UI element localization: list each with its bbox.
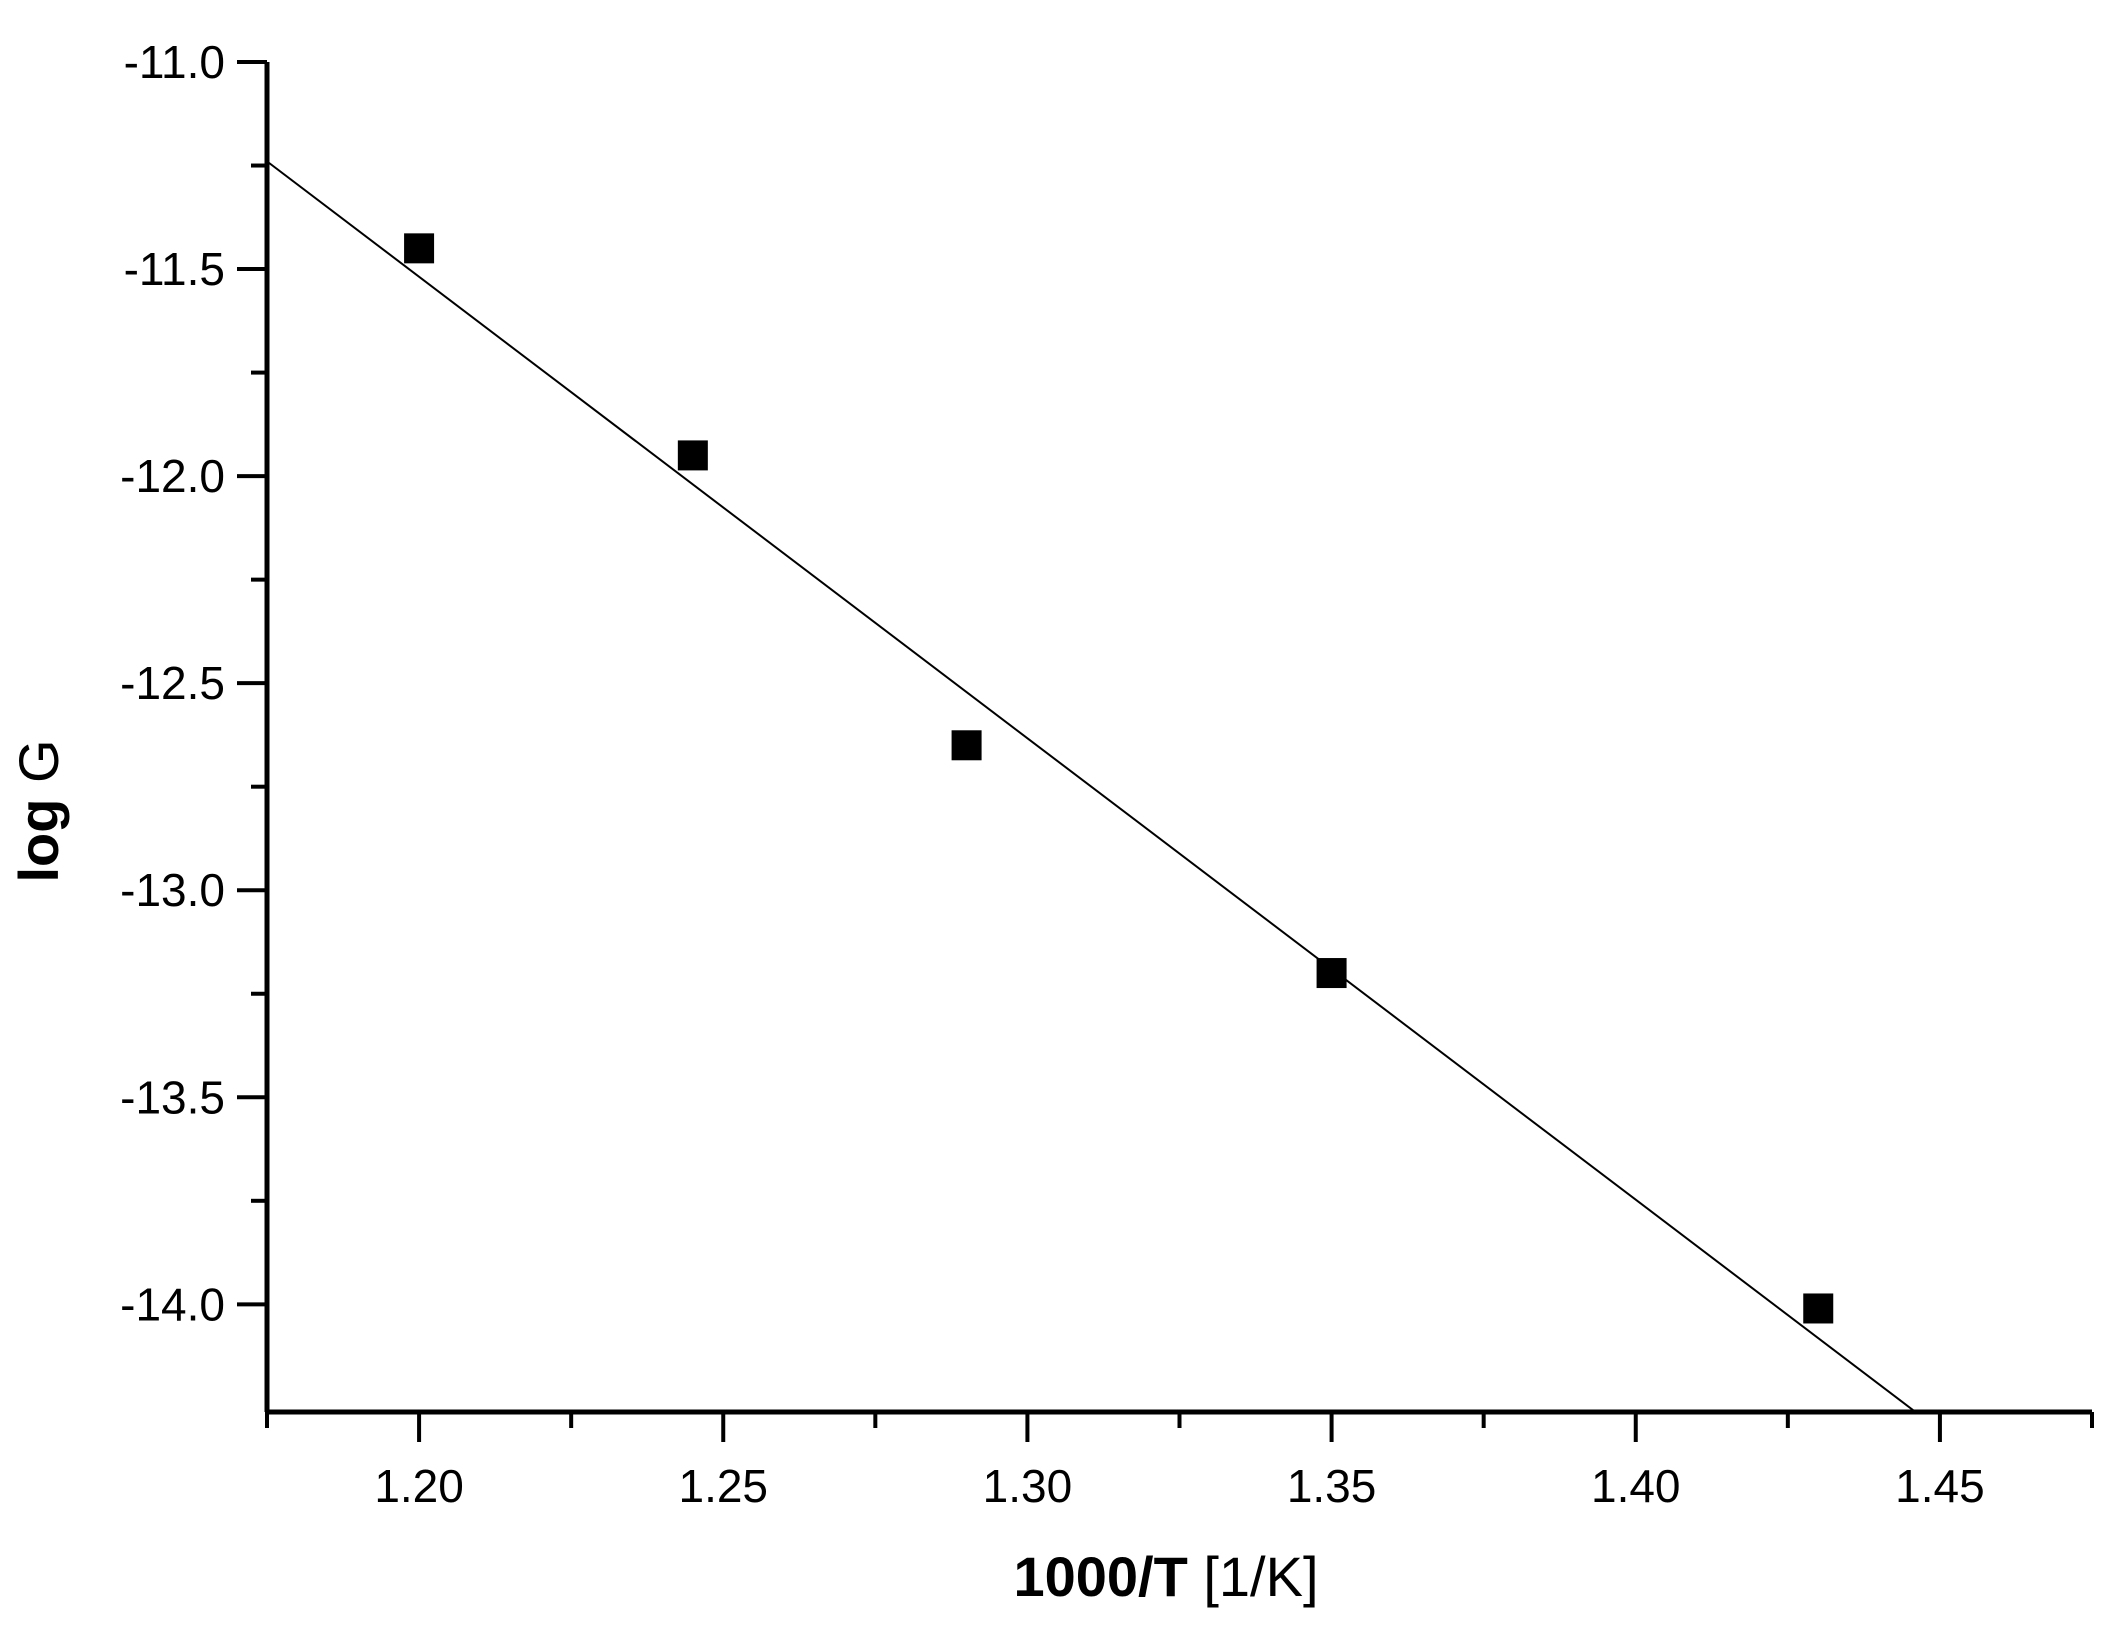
x-axis-ticks: 1.20 1.25 1.30 1.35 1.40 1.45 [265,1412,2094,1512]
data-points [404,233,1834,1324]
y-axis-title-bold: log [7,799,70,883]
y-tick-label: -13.0 [120,864,225,916]
x-axis-title-rest: [1/K] [1188,1545,1319,1608]
axes [264,62,2092,1415]
y-tick-label: -14.0 [120,1278,225,1330]
x-axis-title-bold: 1000/T [1013,1545,1187,1608]
linear-fit-line [266,160,1917,1413]
y-tick-label: -11.0 [124,36,225,88]
x-tick-label: 1.25 [678,1460,768,1512]
y-tick-label: -12.5 [120,657,225,709]
x-tick-label: 1.40 [1591,1460,1681,1512]
fit-line-group [266,160,1917,1413]
x-tick-label: 1.35 [1287,1460,1377,1512]
y-axis-title-rest: G [7,739,70,798]
data-point-square [1803,1293,1834,1324]
x-tick-label: 1.45 [1895,1460,1985,1512]
data-point-square [677,440,708,471]
data-point-square [404,233,435,264]
y-axis-ticks: -11.0 -11.5 -12.0 -12.5 -13.0 -13.5 -14.0 [120,36,267,1330]
data-point-square [951,730,982,761]
y-axis-title: log G [7,739,70,882]
x-axis-title: 1000/T [1/K] [1013,1545,1318,1608]
x-tick-label: 1.20 [374,1460,464,1512]
y-tick-label: -12.0 [120,450,225,502]
data-point-square [1316,958,1347,989]
y-tick-label: -11.5 [124,243,225,295]
y-tick-label: -13.5 [120,1071,225,1123]
x-tick-label: 1.30 [983,1460,1073,1512]
